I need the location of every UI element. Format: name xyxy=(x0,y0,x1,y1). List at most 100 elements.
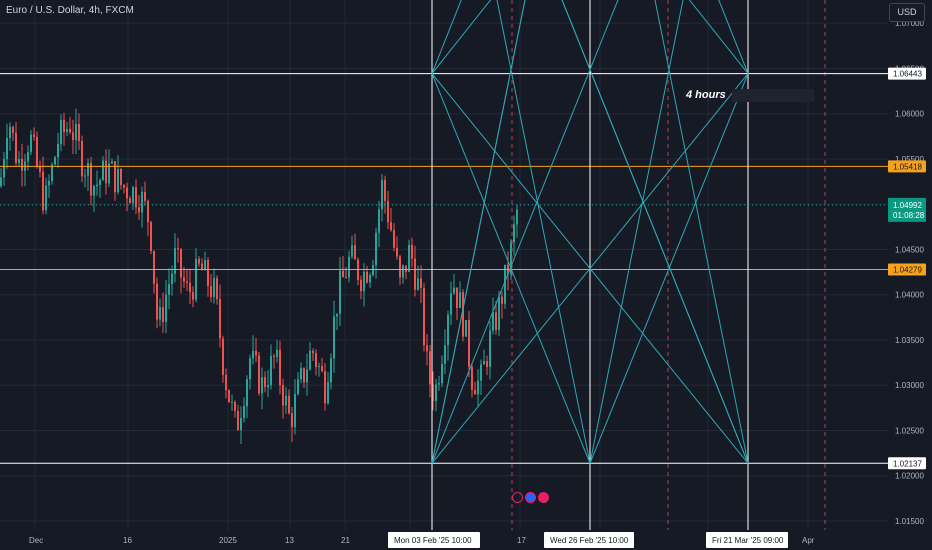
candle-body xyxy=(12,126,14,133)
time-tick-label: 17 xyxy=(517,536,526,545)
candle-body xyxy=(411,244,413,259)
candle-body xyxy=(405,265,407,272)
candle-body xyxy=(384,179,386,201)
candle-body xyxy=(93,186,95,196)
candle-body xyxy=(324,371,326,404)
candle-body xyxy=(36,136,38,167)
candle-body xyxy=(231,401,233,403)
candle-body xyxy=(234,401,236,412)
candle-body xyxy=(18,159,20,164)
annotation-box xyxy=(732,89,814,102)
grid xyxy=(0,0,888,530)
candle-body xyxy=(69,129,71,133)
candle-body xyxy=(30,134,32,153)
candle-body xyxy=(516,209,518,225)
candle-body xyxy=(54,157,56,165)
candle-body xyxy=(510,242,512,275)
candle-body xyxy=(462,292,464,337)
candle-body xyxy=(198,258,200,264)
candle-body xyxy=(0,177,2,187)
candle-body xyxy=(21,159,23,171)
candle-body xyxy=(333,316,335,359)
candle-body xyxy=(156,283,158,320)
candle-body xyxy=(114,161,116,193)
candle-body xyxy=(366,271,368,283)
candle-body xyxy=(330,358,332,383)
candle-body xyxy=(435,384,437,402)
price-axis: 1.115001.110001.105001.100001.095001.090… xyxy=(888,0,932,550)
candle-body xyxy=(216,278,218,300)
news-flag-icon[interactable] xyxy=(538,492,549,503)
candle-body xyxy=(201,263,203,271)
level-tag-label: 1.05418 xyxy=(893,162,922,171)
candle-body xyxy=(72,132,74,141)
candle-body xyxy=(45,185,47,211)
fan-line xyxy=(431,0,492,74)
candle-body xyxy=(168,284,170,295)
candle-body xyxy=(399,256,401,278)
date-marker-label: Mon 03 Feb '25 10:00 xyxy=(394,536,472,545)
candle-body xyxy=(300,368,302,380)
candle-body xyxy=(195,258,197,300)
price-tick-label: 1.02500 xyxy=(895,426,924,435)
candle-body xyxy=(477,380,479,395)
time-tick-label: 16 xyxy=(123,536,132,545)
candle-body xyxy=(336,313,338,317)
candle-body xyxy=(246,379,248,407)
candle-body xyxy=(294,394,296,428)
candle-body xyxy=(327,382,329,404)
candle-body xyxy=(48,180,50,186)
candle-body xyxy=(387,200,389,223)
candle-body xyxy=(279,349,281,386)
candle-body xyxy=(228,390,230,403)
candle-body xyxy=(264,377,266,388)
candle-body xyxy=(126,187,128,199)
candle-body xyxy=(51,164,53,181)
candle-body xyxy=(243,406,245,419)
level-tag-label: 1.04279 xyxy=(893,265,922,274)
candle-body xyxy=(369,275,371,283)
level-tag-label: 1.06443 xyxy=(893,70,922,79)
candle-body xyxy=(261,377,263,394)
fan-line xyxy=(589,73,749,464)
candle-body xyxy=(342,270,344,278)
candle-body xyxy=(57,144,59,158)
price-tick-label: 1.07000 xyxy=(895,19,924,28)
fan-line xyxy=(561,0,749,464)
candle-body xyxy=(408,244,410,272)
candle-body xyxy=(117,168,119,193)
candle-body xyxy=(174,248,176,274)
candle-body xyxy=(219,299,221,339)
vertical-markers xyxy=(431,0,749,530)
candle-body xyxy=(291,413,293,428)
timeframe-annotation: 4 hours xyxy=(686,89,726,101)
candle-body xyxy=(177,248,179,250)
candle-body xyxy=(75,123,77,141)
candle-body xyxy=(3,159,5,178)
level-tag-label: 1.02137 xyxy=(893,459,922,468)
candle-body xyxy=(159,307,161,320)
candle-body xyxy=(315,353,317,368)
lightning-icon[interactable] xyxy=(512,492,523,503)
candle-body xyxy=(78,123,80,141)
gann-fan xyxy=(431,0,749,464)
candles xyxy=(0,108,518,444)
currency-button[interactable]: USD xyxy=(889,3,925,22)
economic-event-icon[interactable] xyxy=(525,492,536,503)
candle-body xyxy=(207,259,209,287)
candle-body xyxy=(150,221,152,251)
current-price-tag[interactable] xyxy=(888,197,926,222)
price-tick-label: 1.03500 xyxy=(895,336,924,345)
candle-body xyxy=(132,187,134,204)
price-tick-label: 1.02000 xyxy=(895,472,924,481)
symbol-title: Euro / U.S. Dollar, 4h, FXCM xyxy=(6,5,134,16)
candle-body xyxy=(321,365,323,372)
candle-body xyxy=(9,126,11,139)
candle-body xyxy=(492,312,494,331)
candle-body xyxy=(66,129,68,132)
event-icons[interactable] xyxy=(512,492,549,503)
candle-body xyxy=(60,119,62,145)
candle-body xyxy=(390,222,392,231)
candle-body xyxy=(447,314,449,346)
